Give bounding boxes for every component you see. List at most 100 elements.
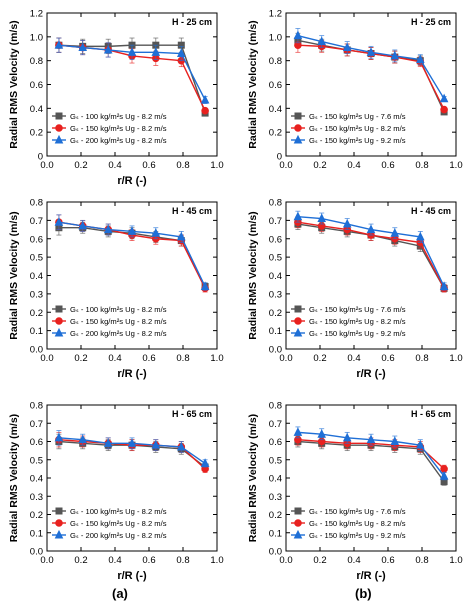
- legend-marker: [294, 317, 302, 325]
- legend-label: Gₛ - 150 kg/m²s Ug - 9.2 m/s: [309, 329, 406, 338]
- data-point: [415, 440, 425, 449]
- x-tick-label: 0.0: [40, 555, 53, 566]
- x-tick-label: 1.0: [210, 555, 223, 566]
- y-tick-label: 0.2: [30, 308, 43, 319]
- y-axis-label: Radial RMS Velocity (m/s): [247, 20, 259, 148]
- data-point: [439, 471, 449, 480]
- data-point: [78, 220, 88, 230]
- data-point: [293, 427, 303, 436]
- legend-marker: [55, 519, 63, 527]
- data-point: [415, 231, 425, 241]
- y-tick-label: 0.6: [30, 80, 43, 91]
- y-tick-label: 0.8: [269, 198, 282, 209]
- y-tick-label: 0.6: [30, 234, 43, 245]
- legend-marker: [54, 529, 64, 539]
- legend-marker: [55, 124, 63, 132]
- legend-marker: [54, 134, 64, 144]
- x-tick-label: 1.0: [210, 160, 223, 171]
- plot-frame: [285, 404, 457, 552]
- y-tick-label: 0.3: [269, 492, 282, 503]
- data-point: [390, 228, 400, 237]
- legend-label: Gₛ - 150 kg/m²s Ug - 8.2 m/s: [70, 519, 167, 528]
- y-tick-label: 0.0: [269, 345, 282, 356]
- legend-marker: [55, 507, 63, 515]
- y-tick-label: 0.2: [269, 128, 282, 139]
- data-point: [103, 44, 113, 54]
- data-point: [151, 228, 161, 237]
- x-tick-label: 1.0: [210, 353, 223, 364]
- y-tick-label: 0.7: [269, 419, 282, 430]
- data-point: [103, 224, 113, 234]
- x-tick-label: 0.2: [313, 555, 326, 566]
- data-point: [366, 47, 376, 56]
- y-tick-label: 0.3: [30, 492, 43, 503]
- series: [54, 430, 210, 468]
- y-tick-label: 0.7: [269, 216, 282, 227]
- y-tick-label: 0.3: [269, 289, 282, 300]
- y-axis-label: Radial RMS Velocity (m/s): [8, 211, 20, 339]
- x-tick-label: 1.0: [449, 555, 462, 566]
- x-tick-label: 0.0: [279, 555, 292, 566]
- x-tick-label: 0.6: [142, 160, 155, 171]
- y-tick-label: 0.4: [30, 474, 43, 485]
- y-tick-label: 0.2: [30, 510, 43, 521]
- chart-panel: 0.0 0.1 0.2 0.3 0.4 0.5 0.6 0.7 0.8 0.0 0.2 0.4 0.6 0…: [247, 198, 463, 381]
- x-tick-label: 0.0: [40, 160, 53, 171]
- x-tick-label: 0.2: [313, 160, 326, 171]
- data-point: [127, 438, 137, 447]
- legend-label: Gₛ - 150 kg/m²s Ug - 8.2 m/s: [309, 124, 406, 133]
- legend-label: Gₛ - 150 kg/m²s Ug - 8.2 m/s: [309, 519, 406, 528]
- panel-title: H - 25 cm: [411, 17, 451, 27]
- x-tick-label: 0.8: [176, 555, 189, 566]
- y-tick-label: 0.1: [269, 528, 282, 539]
- x-tick-label: 0.0: [279, 353, 292, 364]
- y-tick-label: 0.6: [269, 437, 282, 448]
- y-tick-label: 0.6: [269, 234, 282, 245]
- data-point: [390, 436, 400, 445]
- x-tick-label: 0.4: [108, 555, 121, 566]
- chart-panel: 0 0.2 0.4 0.6 0.8 1.0 1.2 0.0 0.2 0.4 0.6 0.8 1.0 H -…: [247, 9, 463, 172]
- x-tick-label: 0.6: [142, 555, 155, 566]
- legend-label: Gₛ - 150 kg/m²s Ug - 8.2 m/s: [70, 317, 167, 326]
- x-tick-label: 0.6: [381, 555, 394, 566]
- legend-label: Gₛ - 100 kg/m²s Ug - 8.2 m/s: [70, 112, 167, 121]
- legend-marker: [55, 317, 63, 325]
- x-tick-label: 0.6: [142, 353, 155, 364]
- data-point: [78, 42, 88, 52]
- panel-title: H - 65 cm: [411, 409, 451, 419]
- x-tick-label: 0.2: [74, 555, 87, 566]
- y-axis-label: Radial RMS Velocity (m/s): [8, 20, 20, 148]
- legend-label: Gₛ - 150 kg/m²s Ug - 7.6 m/s: [309, 112, 406, 121]
- data-point: [176, 441, 186, 451]
- y-tick-label: 0.4: [269, 271, 282, 282]
- x-tick-label: 0.2: [313, 353, 326, 364]
- legend-marker: [55, 305, 63, 313]
- data-point: [317, 429, 327, 438]
- x-tick-label: 0.2: [74, 160, 87, 171]
- y-tick-label: 0.2: [30, 128, 43, 139]
- legend-label: Gₛ - 100 kg/m²s Ug - 8.2 m/s: [70, 507, 167, 516]
- y-tick-label: 1.0: [30, 32, 43, 43]
- x-tick-label: 0.8: [415, 353, 428, 364]
- legend-marker: [54, 327, 64, 337]
- data-point: [151, 440, 161, 449]
- y-tick-label: 0.4: [269, 104, 282, 115]
- panel-title: H - 65 cm: [172, 409, 212, 419]
- y-tick-label: 0.2: [269, 308, 282, 319]
- panel-label-a: (a): [112, 586, 128, 601]
- panel-title: H - 45 cm: [411, 206, 451, 216]
- y-tick-label: 0.2: [269, 510, 282, 521]
- legend-label: Gₛ - 150 kg/m²s Ug - 7.6 m/s: [309, 507, 406, 516]
- x-tick-label: 0.6: [381, 353, 394, 364]
- data-point: [176, 48, 186, 58]
- x-tick-label: 0.4: [108, 160, 121, 171]
- legend-marker: [294, 507, 302, 515]
- y-tick-label: 0.8: [30, 198, 43, 209]
- x-tick-label: 0.6: [381, 160, 394, 171]
- data-point: [342, 42, 352, 52]
- x-tick-label: 0.4: [347, 555, 360, 566]
- y-tick-label: 0.5: [269, 455, 282, 466]
- data-point: [176, 231, 186, 241]
- legend-label: Gₛ - 150 kg/m²s Ug - 8.2 m/s: [70, 124, 167, 133]
